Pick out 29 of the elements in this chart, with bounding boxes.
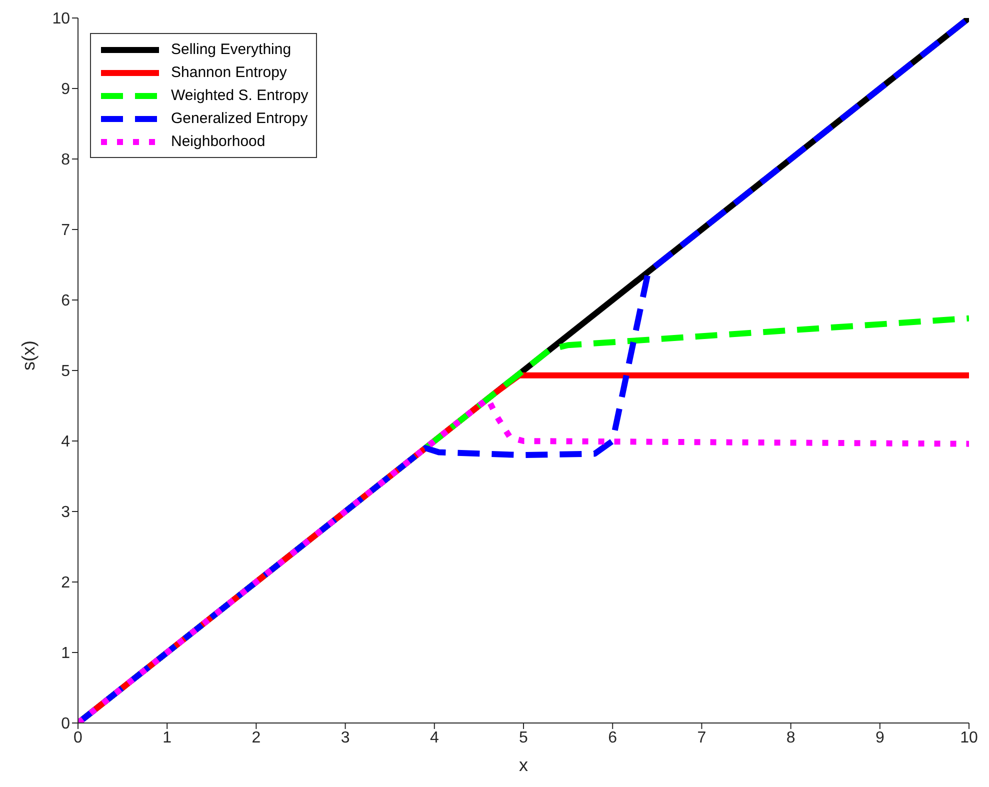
y-tick-label: 0 <box>61 716 70 733</box>
x-tick-label: 10 <box>960 729 978 746</box>
x-tick-label: 2 <box>252 729 261 746</box>
x-tick-label: 0 <box>74 729 83 746</box>
y-tick-label: 6 <box>61 292 70 310</box>
y-tick-label: 2 <box>61 574 70 592</box>
y-tick-label: 5 <box>61 363 70 380</box>
legend-label: Shannon Entropy <box>171 64 287 81</box>
legend-label: Weighted S. Entropy <box>171 87 308 104</box>
x-tick-label: 9 <box>875 729 884 746</box>
y-tick-label: 3 <box>61 504 70 522</box>
x-tick-label: 5 <box>519 729 528 746</box>
x-axis-title: x <box>519 755 528 775</box>
y-tick-label: 8 <box>61 152 70 169</box>
x-tick-label: 7 <box>697 729 706 746</box>
legend-label: Generalized Entropy <box>171 110 308 127</box>
x-tick-label: 4 <box>430 729 439 746</box>
legend-label: Neighborhood <box>171 133 266 150</box>
y-tick-label: 4 <box>61 434 70 451</box>
y-tick-label: 7 <box>61 222 70 240</box>
x-tick-label: 8 <box>786 729 796 746</box>
y-tick-label: 10 <box>52 10 70 28</box>
legend-label: Selling Everything <box>171 41 292 58</box>
y-tick-label: 1 <box>61 645 70 662</box>
x-tick-label: 3 <box>340 729 350 746</box>
x-tick-label: 1 <box>162 729 172 746</box>
y-tick-label: 9 <box>61 81 70 98</box>
x-tick-label: 6 <box>608 729 618 746</box>
y-axis-title: s(x) <box>18 340 38 370</box>
